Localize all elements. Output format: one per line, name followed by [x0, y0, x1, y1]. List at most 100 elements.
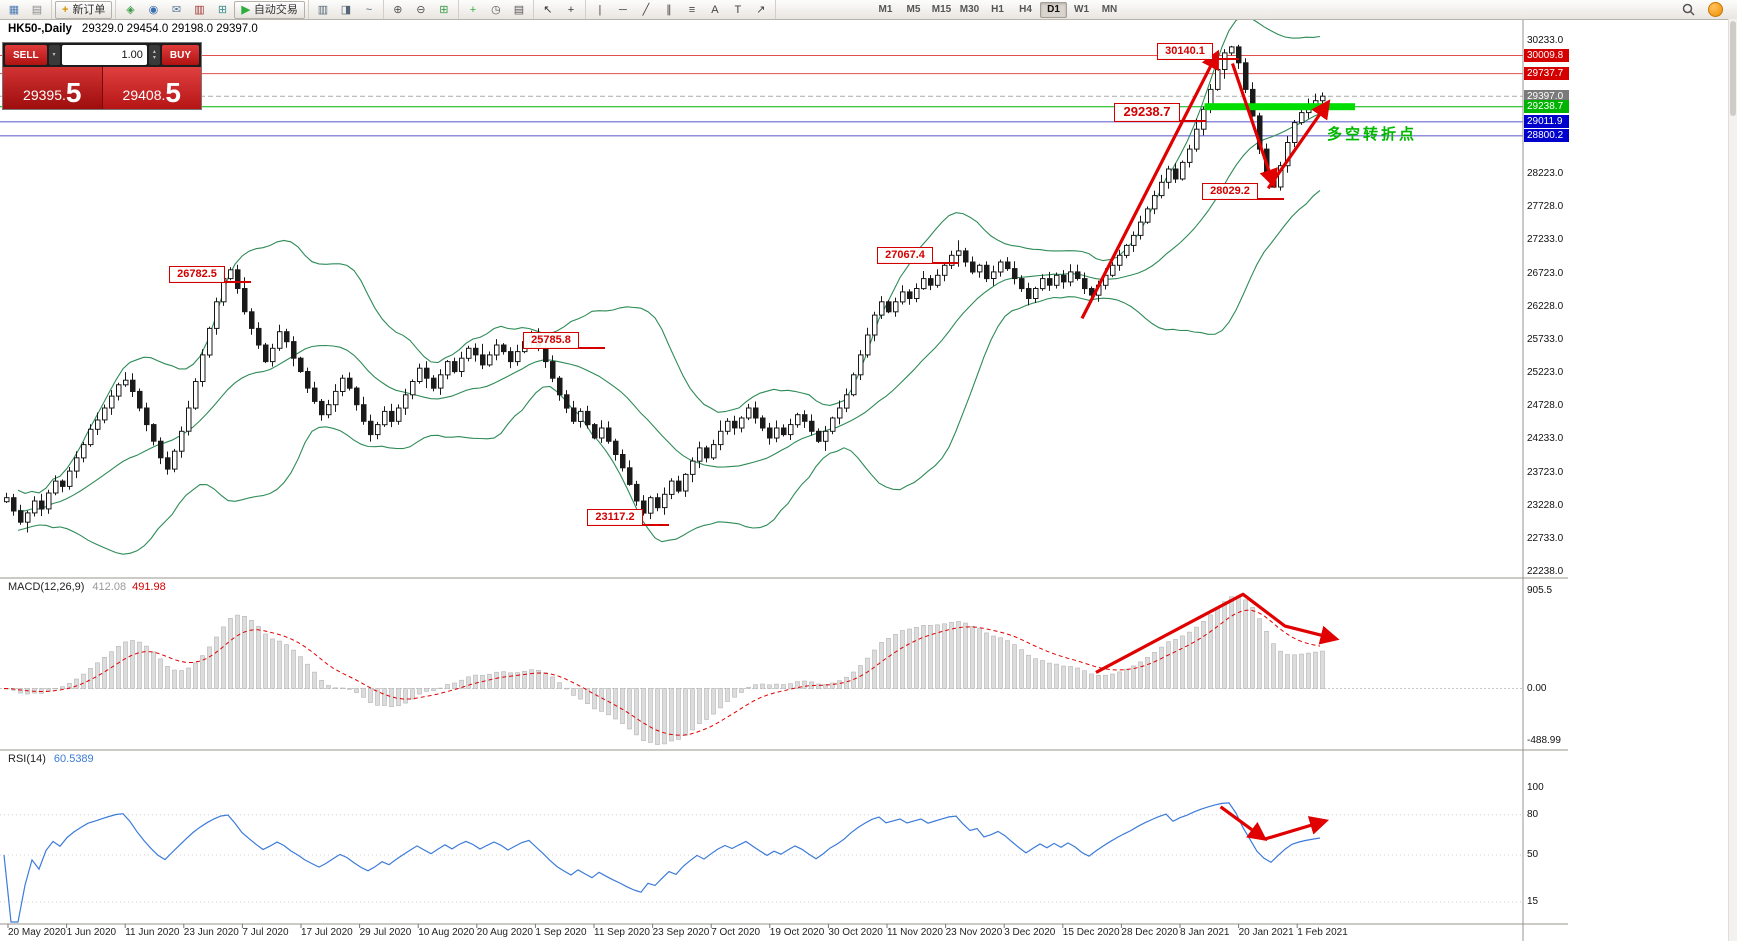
time-axis-label: 11 Nov 2020 [887, 927, 943, 938]
price-annotation[interactable]: 29238.7 [1114, 102, 1180, 122]
new-chart-icon[interactable]: ▦ [8, 3, 20, 16]
templates-icon[interactable]: ▤ [513, 3, 525, 16]
sell-price-panel[interactable]: 29395. 5 [3, 67, 103, 109]
line-chart-icon[interactable]: ~ [365, 3, 373, 16]
price-annotation[interactable]: 28029.2 [1202, 183, 1258, 200]
tile-windows-icon[interactable]: ⊞ [439, 3, 449, 16]
timeframe-m15[interactable]: M15 [931, 4, 952, 15]
bar-chart-icon[interactable]: ▥ [317, 3, 329, 16]
buy-price-panel[interactable]: 29408. 5 [102, 67, 201, 109]
timeframe-d1[interactable]: D1 [1040, 2, 1067, 18]
price-axis-badge: 30009.8 [1524, 49, 1569, 62]
sell-button[interactable]: SELL [5, 45, 47, 65]
price-axis-label: 28223.0 [1527, 168, 1564, 180]
turning-point-label[interactable]: 多空转折点 [1327, 125, 1418, 143]
one-click-prices: 29395. 5 29408. 5 [3, 67, 201, 109]
time-axis-label: 20 Aug 2020 [476, 927, 533, 938]
alerts-icon[interactable]: ◈ [126, 3, 135, 16]
trendline-icon[interactable]: ╱ [642, 3, 650, 16]
buy-button[interactable]: BUY [161, 45, 199, 65]
horizontal-line-icon[interactable]: ─ [619, 3, 627, 16]
one-click-header: SELL ▾ 1.00 ▴ ▾ BUY [3, 43, 201, 67]
arrows-tool-icon[interactable]: ↗ [756, 3, 766, 16]
time-axis-label: 19 Oct 2020 [769, 927, 825, 938]
fibonacci-icon[interactable]: ≡ [688, 3, 696, 16]
price-annotation[interactable]: 26782.5 [169, 265, 225, 283]
timeframe-m30[interactable]: M30 [959, 4, 980, 15]
symbol-period-label: HK50-,Daily [8, 23, 72, 35]
new-order-button[interactable]: + 新订单 [55, 0, 113, 19]
price-annotation[interactable]: 25785.8 [523, 332, 579, 349]
price-axis-label: 25223.0 [1527, 367, 1564, 379]
macd-histogram [4, 595, 1325, 745]
timeframe-w1[interactable]: W1 [1074, 4, 1089, 15]
cursor-icon[interactable]: ↖ [543, 3, 553, 16]
notification-badge[interactable] [1708, 2, 1723, 17]
time-axis-label: 23 Nov 2020 [945, 927, 1003, 938]
vertical-scrollbar[interactable] [1728, 19, 1737, 941]
price-axis-badge: 29397.0 [1524, 89, 1569, 103]
timeframe-h1[interactable]: H1 [991, 4, 1004, 15]
search-icon[interactable] [1677, 2, 1699, 18]
periods-icon[interactable]: ◷ [491, 3, 501, 16]
zoom-out-icon[interactable]: ⊖ [416, 3, 426, 16]
autotrading-button-icon: ▶ [241, 3, 250, 16]
support-zone-line[interactable] [1204, 103, 1356, 111]
volume-input[interactable]: 1.00 [61, 45, 147, 65]
autotrading-button-label: 自动交易 [253, 3, 298, 16]
profiles-icon[interactable]: ▤ [31, 3, 43, 16]
ohlc-values: 29329.0 29454.0 29198.0 29397.0 [81, 23, 258, 35]
text-icon[interactable]: A [711, 3, 719, 16]
trend-arrows[interactable] [1080, 49, 1340, 842]
price-axis-label: 30233.0 [1527, 34, 1564, 46]
timeframe-h4[interactable]: H4 [1019, 4, 1032, 15]
time-axis-label: 7 Oct 2020 [711, 927, 761, 938]
sell-price-big-digit: 5 [65, 77, 82, 108]
crosshair-icon[interactable]: + [567, 3, 575, 16]
macd-signal-line [3, 609, 1321, 736]
rsi-value: 60.5389 [53, 753, 94, 765]
sell-dropdown-icon[interactable]: ▾ [48, 45, 60, 65]
zoom-in-icon[interactable]: ⊕ [393, 3, 403, 16]
price-axis-label: 27728.0 [1527, 201, 1564, 212]
time-axis-label: 15 Dec 2020 [1062, 927, 1120, 938]
chart-title: HK50-,Daily 29329.0 29454.0 29198.0 29397… [8, 23, 258, 35]
time-axis-label: 1 Feb 2021 [1297, 927, 1348, 938]
terminal-icon[interactable]: ▥ [194, 3, 205, 16]
price-annotation[interactable]: 30140.1 [1157, 42, 1213, 60]
buy-price-big-digit: 5 [165, 77, 181, 108]
timeframe-m1[interactable]: M1 [878, 4, 893, 15]
indicators-icon[interactable]: + [469, 3, 477, 16]
price-axis-badge: 29011.9 [1524, 115, 1569, 129]
time-axis-label: 10 Aug 2020 [418, 927, 475, 938]
autotrading-button[interactable]: ▶ 自动交易 [234, 0, 305, 19]
price-axis-label: 26228.0 [1527, 300, 1564, 312]
strategy-tester-icon[interactable]: ⊞ [217, 3, 228, 16]
candlestick-icon[interactable]: ◨ [340, 3, 352, 16]
time-axis-label: 23 Sep 2020 [652, 927, 710, 938]
scrollbar-thumb[interactable] [1730, 21, 1736, 116]
volume-stepper[interactable]: ▴ ▾ [148, 45, 160, 65]
rsi-indicator-label: RSI(14) 60.5389 [8, 753, 94, 765]
price-axis-badge: 29238.7 [1524, 100, 1569, 114]
channel-icon[interactable]: ∥ [666, 3, 672, 16]
price-annotation[interactable]: 27067.4 [877, 246, 933, 264]
timeframe-mn[interactable]: MN [1101, 4, 1118, 15]
rsi-line [3, 802, 1321, 923]
macd-axis-label: 0.00 [1527, 682, 1547, 694]
candlestick-series [4, 44, 1326, 533]
time-axis-label: 23 Jun 2020 [183, 927, 239, 938]
time-axis-label: 20 May 2020 [8, 927, 66, 938]
news-icon[interactable]: ✉ [171, 3, 182, 16]
vertical-line-icon[interactable]: | [598, 3, 602, 16]
label-icon[interactable]: T [734, 3, 742, 16]
macd-axis-label: -488.99 [1527, 735, 1561, 747]
timeframe-m5[interactable]: M5 [906, 4, 921, 15]
time-axis-label: 11 Sep 2020 [594, 927, 650, 938]
sell-price: 29395. [23, 87, 66, 103]
market-watch-icon[interactable]: ◉ [148, 3, 159, 16]
time-axis-label: 29 Jul 2020 [359, 927, 412, 938]
price-annotation[interactable]: 23117.2 [587, 509, 643, 527]
